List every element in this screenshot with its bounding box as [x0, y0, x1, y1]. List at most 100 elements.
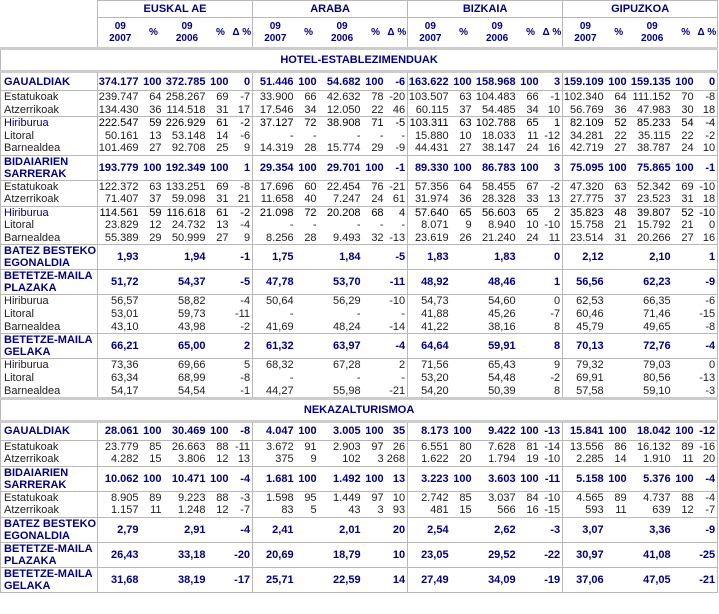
value-cell [453, 372, 475, 385]
value-cell: 71,46 [643, 308, 671, 320]
value-cell: 100 [520, 425, 539, 437]
table-row: GAUALDIAK 28.061 100 30.469 100 -8 4.047 100 3.0… [0, 421, 719, 440]
value-cell: - [252, 129, 298, 142]
value-cell: 53.148 [171, 129, 206, 142]
value-cell [520, 308, 542, 321]
value-cell: 1 [243, 161, 251, 174]
value-cell: 88 [216, 440, 229, 453]
value-cell [365, 372, 387, 385]
value-cell: 8.173 [407, 421, 453, 440]
value-cell: 100 [298, 161, 317, 174]
value-cell: -3 [240, 491, 251, 504]
value-cell: 100 [453, 425, 472, 437]
value-cell: 9.493 [333, 231, 361, 244]
value-cell: 63 [459, 91, 472, 104]
value-cell [143, 334, 165, 359]
value-cell: 86.783 [481, 161, 516, 174]
value-cell: -6 [696, 294, 719, 308]
value-cell [675, 359, 697, 372]
value-cell: - [379, 219, 384, 231]
value-cell: 33.900 [252, 90, 298, 104]
value-cell: - [356, 372, 361, 384]
value-cell: 2,54 [407, 517, 453, 542]
value-cell: -6 [395, 75, 406, 88]
value-cell: -10 [389, 295, 406, 308]
value-cell [365, 385, 387, 399]
value-cell: 60 [304, 180, 317, 193]
value-cell: 38.787 [637, 142, 671, 155]
row-label: Barnealdea [0, 384, 98, 398]
value-cell: 37 [459, 103, 472, 116]
value-cell: 83 [252, 504, 298, 517]
value-cell: 1,94 [184, 251, 206, 263]
value-cell: 8 [554, 384, 561, 397]
row-label: GAUALDIAK [0, 421, 98, 440]
value-cell: -12 [696, 421, 719, 440]
value-cell: 47,05 [643, 573, 671, 586]
value-cell: 29.354 [252, 155, 298, 180]
column-header: Δ % [386, 17, 408, 49]
value-cell: -10 [544, 453, 561, 466]
value-cell: 1.910 [643, 453, 671, 466]
value-cell: 3.806 [177, 453, 206, 466]
value-cell: -13 [389, 231, 406, 244]
table-row: BETETZE-MAILA GELAKA 31,68 38,19 -17 25,71 22… [0, 567, 719, 592]
value-cell: 38.147 [481, 142, 516, 155]
table-row: Barnealdea 43,10 43,98 -2 41,69 48,24 -14 41,22… [0, 320, 719, 334]
value-cell [298, 245, 320, 270]
value-cell: 54,54 [177, 384, 206, 397]
region-header: EUSKAL AE [96, 0, 254, 18]
column-header: 09 2006 [319, 17, 365, 49]
value-cell: 258.267 [165, 91, 206, 104]
value-cell: 79,03 [643, 359, 671, 372]
value-cell: 114.518 [166, 103, 206, 116]
value-cell: 29,52 [488, 548, 516, 561]
value-cell [298, 308, 320, 321]
value-cell: - [356, 308, 361, 320]
value-cell: 52 [681, 206, 694, 219]
table-row: BETETZE-MAILA PLAZAKA 51,72 54,37 -5 47,78 53… [0, 269, 719, 295]
table-header: EUSKAL AE ARABA BIZKAIA GIPUZKOA 09 2007% 09 … [0, 0, 719, 49]
row-label: BATEZ BESTEKO EGONALDIA [0, 244, 98, 270]
value-cell: 58.455 [481, 180, 516, 193]
value-cell [675, 385, 697, 399]
value-cell: 12 [216, 453, 229, 466]
value-cell: 30,97 [562, 542, 608, 567]
value-cell [608, 359, 630, 372]
value-cell: 7.628 [488, 440, 516, 453]
value-cell: -16 [696, 440, 719, 453]
value-cell [143, 517, 165, 542]
column-header: 09 2006 [629, 17, 675, 49]
value-cell [675, 245, 697, 270]
value-cell [210, 295, 232, 308]
value-cell: 2,01 [339, 523, 361, 536]
value-cell: 2,91 [184, 523, 206, 536]
value-cell: 27,49 [407, 567, 453, 592]
value-cell: 5 [243, 359, 251, 372]
row-label: BETETZE-MAILA GELAKA [0, 567, 98, 592]
value-cell: 35.115 [637, 129, 671, 142]
value-cell: 0 [243, 75, 251, 88]
value-cell: 0 [554, 251, 561, 263]
column-header: 09 2006 [474, 17, 520, 49]
value-cell: 37,06 [562, 567, 608, 592]
value-cell [298, 359, 320, 372]
value-cell: 13 [149, 129, 162, 142]
value-cell: 89.330 [407, 155, 453, 180]
value-cell: -6 [240, 129, 251, 142]
value-cell: 63,34 [97, 371, 143, 385]
value-cell: 100 [675, 75, 694, 88]
value-cell: -11 [234, 308, 251, 320]
value-cell: 100 [675, 425, 694, 437]
value-cell: 56,57 [97, 294, 143, 308]
value-cell [365, 321, 387, 334]
value-cell: 39.807 [637, 206, 671, 219]
value-cell: 111.152 [632, 91, 671, 104]
value-cell [675, 270, 697, 295]
section-title: HOTEL-ESTABLEZIMENDUAK [0, 47, 719, 73]
value-cell: 100 [520, 161, 539, 174]
value-cell [210, 270, 232, 295]
value-cell: -2 [696, 129, 719, 142]
value-cell [210, 542, 232, 567]
table-row: Estatukoak 239.747 64 258.267 69 -7 33.900 66 42… [0, 90, 719, 104]
